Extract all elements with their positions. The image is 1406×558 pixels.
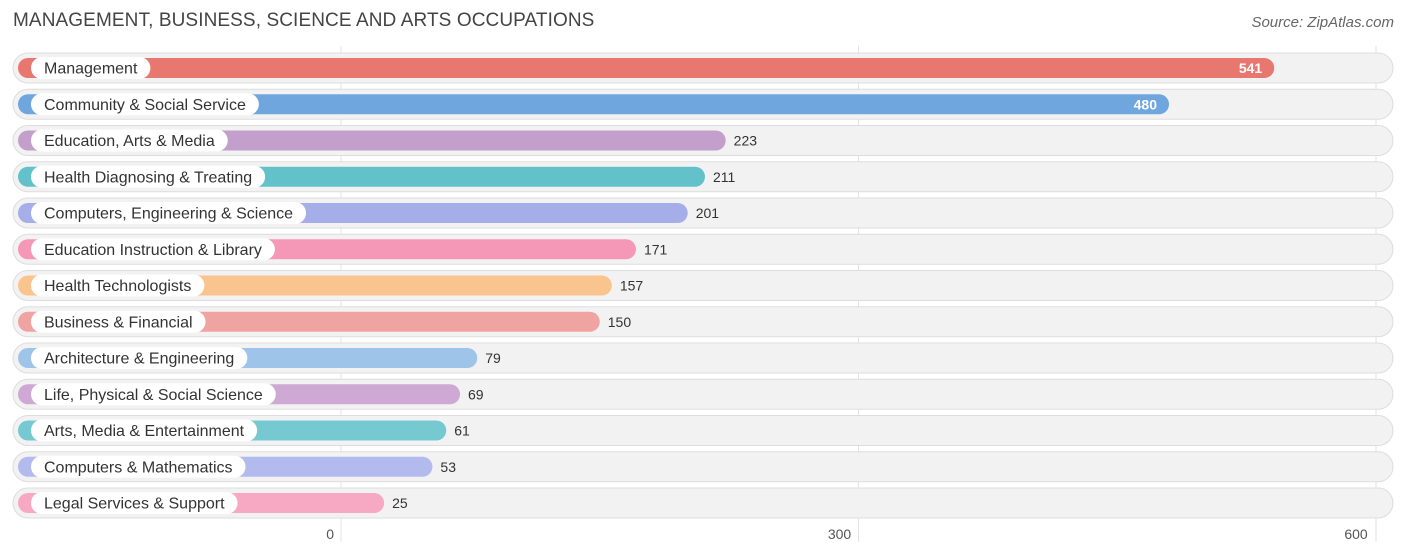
- source-credit: Source: ZipAtlas.com: [1251, 14, 1394, 31]
- bar-row: Management 541: [12, 52, 1394, 84]
- category-label: Architecture & Engineering: [44, 351, 234, 368]
- category-label: Business & Financial: [44, 314, 193, 331]
- bar-row: Architecture & Engineering 79: [12, 342, 1394, 374]
- category-label-pill: [31, 165, 266, 188]
- category-label-pill: [31, 202, 307, 224]
- category-label-pill: [31, 419, 258, 442]
- value-label: 223: [734, 133, 758, 149]
- category-label: Education Instruction & Library: [44, 242, 262, 259]
- value-label: 157: [620, 278, 644, 294]
- category-label: Education, Arts & Media: [44, 133, 215, 150]
- value-label: 25: [392, 495, 408, 511]
- bar-row: Health Technologists 157: [12, 270, 1394, 301]
- x-tick-label: 600: [1344, 526, 1368, 542]
- category-label-pill: [31, 492, 238, 514]
- bar-row: Health Diagnosing & Treating 211: [12, 161, 1394, 193]
- category-label: Computers, Engineering & Science: [44, 206, 293, 223]
- bar-row: Arts, Media & Entertainment 61: [12, 415, 1394, 446]
- bar-row: Education Instruction & Library 171: [12, 233, 1394, 265]
- x-tick-label: 0: [326, 526, 334, 542]
- bar-row: Computers & Mathematics 53: [12, 451, 1394, 483]
- x-tick-label: 300: [828, 526, 852, 542]
- category-label-pill: [31, 455, 246, 478]
- value-label: 480: [1134, 96, 1158, 112]
- bar-row: Education, Arts & Media 223: [12, 125, 1394, 156]
- category-label: Legal Services & Support: [44, 496, 225, 513]
- category-label-pill: [31, 383, 276, 406]
- category-label: Community & Social Service: [44, 97, 246, 114]
- category-label: Management: [44, 61, 138, 78]
- category-label-pill: [31, 93, 259, 116]
- value-label: 69: [468, 386, 484, 402]
- bar-row: Computers, Engineering & Science 201: [12, 197, 1394, 229]
- value-label: 201: [696, 205, 720, 221]
- bar-row: Business & Financial 150: [12, 306, 1394, 338]
- category-label-pill: [31, 310, 206, 333]
- bar: [18, 58, 1275, 78]
- category-label-pill: [31, 57, 151, 79]
- value-label: 211: [713, 169, 736, 185]
- value-label: 150: [608, 314, 632, 330]
- category-label: Life, Physical & Social Science: [44, 387, 263, 404]
- chart-title: MANAGEMENT, BUSINESS, SCIENCE AND ARTS O…: [13, 10, 595, 31]
- value-label: 53: [440, 459, 456, 475]
- category-label: Arts, Media & Entertainment: [44, 423, 245, 440]
- category-label: Computers & Mathematics: [44, 459, 233, 476]
- bar: [18, 94, 1169, 115]
- value-label: 171: [644, 241, 668, 257]
- bar-row: Legal Services & Support 25: [12, 487, 1394, 519]
- value-label: 541: [1239, 60, 1263, 76]
- value-label: 61: [454, 423, 470, 439]
- value-label: 79: [485, 350, 501, 366]
- category-label: Health Technologists: [44, 278, 191, 295]
- category-label-pill: [31, 129, 228, 152]
- bar-row: Community & Social Service 480: [12, 88, 1394, 120]
- category-label-pill: [31, 238, 275, 261]
- x-axis: 0 300 600: [326, 526, 1368, 542]
- category-label: Health Diagnosing & Treating: [44, 169, 252, 186]
- category-label-pill: [31, 347, 248, 369]
- bar-row: Life, Physical & Social Science 69: [12, 378, 1394, 410]
- category-label-pill: [31, 274, 205, 297]
